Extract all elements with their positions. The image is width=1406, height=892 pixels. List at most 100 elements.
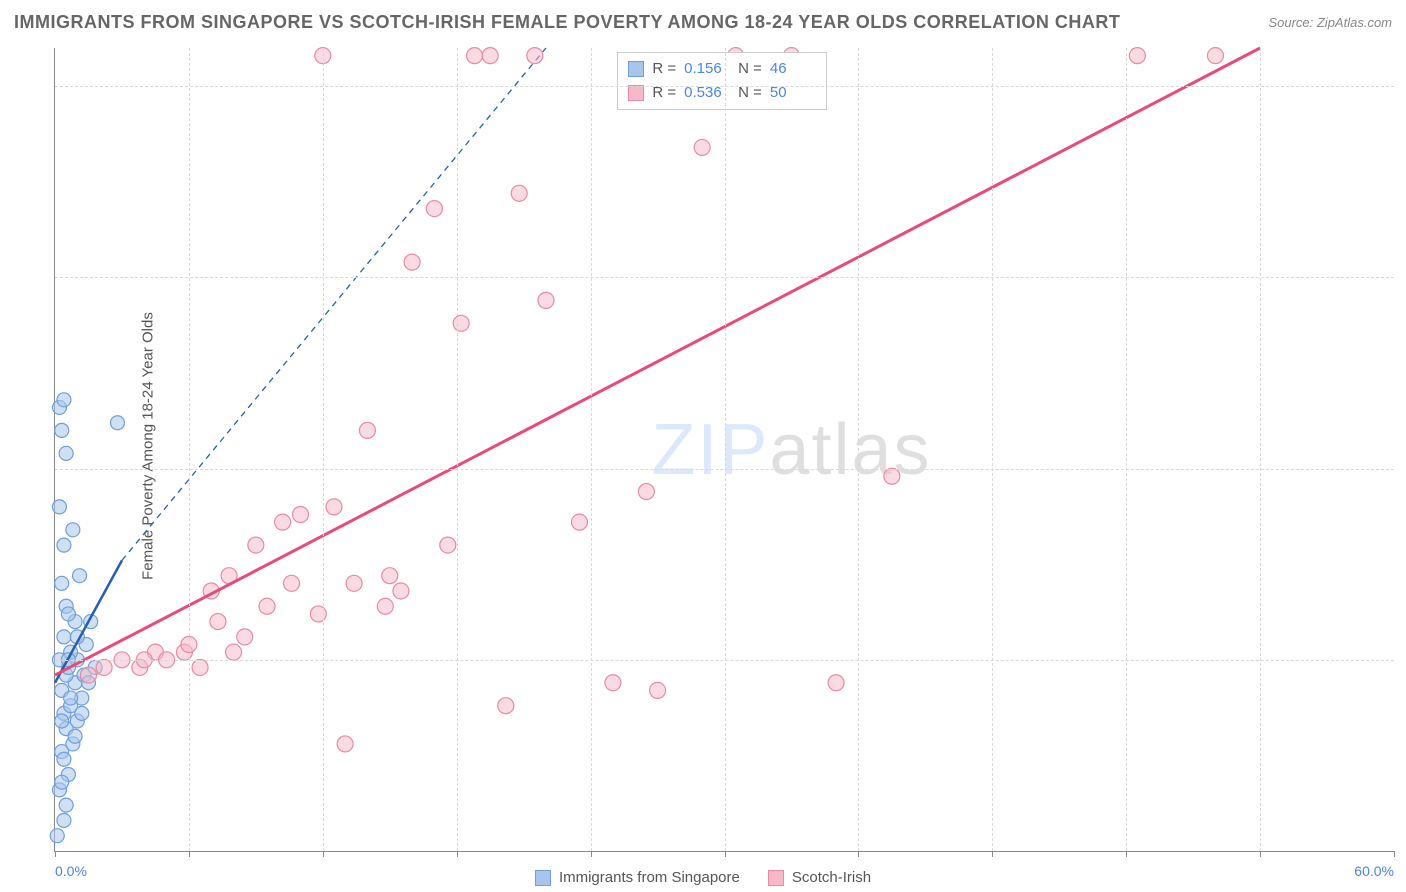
source-label: Source: ZipAtlas.com (1268, 15, 1392, 30)
scatter-point (57, 538, 71, 552)
scatter-point (440, 537, 456, 553)
n-value: 50 (770, 81, 816, 105)
x-tick (1394, 851, 1395, 857)
scatter-point (359, 422, 375, 438)
stats-legend: R = 0.156 N = 46 R = 0.536 N = 50 (617, 52, 827, 110)
scatter-point (326, 499, 342, 515)
scatter-point (638, 484, 654, 500)
scatter-point (50, 829, 64, 843)
gridline-v (457, 48, 458, 851)
scatter-point (68, 729, 82, 743)
scatter-point (453, 315, 469, 331)
scatter-point (57, 630, 71, 644)
scatter-point (884, 468, 900, 484)
scatter-point (404, 254, 420, 270)
legend-label: Scotch-Irish (792, 869, 871, 886)
x-tick (55, 851, 56, 857)
scatter-point (275, 514, 291, 530)
scatter-point (192, 659, 208, 675)
legend-label: Immigrants from Singapore (559, 869, 740, 886)
gridline-v (189, 48, 190, 851)
scatter-point (248, 537, 264, 553)
scatter-point (61, 607, 75, 621)
legend-swatch (628, 85, 644, 101)
scatter-point (226, 644, 242, 660)
r-label: R = (652, 57, 676, 81)
bottom-legend-item: Immigrants from Singapore (535, 869, 740, 886)
stats-legend-row: R = 0.156 N = 46 (628, 57, 816, 81)
scatter-point (75, 706, 89, 720)
chart-title: IMMIGRANTS FROM SINGAPORE VS SCOTCH-IRIS… (14, 12, 1120, 33)
x-tick (992, 851, 993, 857)
bottom-legend: Immigrants from Singapore Scotch-Irish (0, 869, 1406, 886)
scatter-point (377, 598, 393, 614)
scatter-point (55, 576, 69, 590)
n-label: N = (738, 57, 762, 81)
x-tick (858, 851, 859, 857)
r-value: 0.536 (684, 81, 730, 105)
gridline-v (858, 48, 859, 851)
x-tick (725, 851, 726, 857)
scatter-point (538, 292, 554, 308)
scatter-point (310, 606, 326, 622)
gridline-v (725, 48, 726, 851)
scatter-point (382, 568, 398, 584)
n-label: N = (738, 81, 762, 105)
scatter-point (210, 614, 226, 630)
x-tick (1260, 851, 1261, 857)
scatter-point (237, 629, 253, 645)
scatter-point (57, 752, 71, 766)
gridline-v (992, 48, 993, 851)
scatter-point (828, 675, 844, 691)
scatter-point (96, 659, 112, 675)
scatter-point (1129, 48, 1145, 64)
bottom-legend-item: Scotch-Irish (768, 869, 871, 886)
scatter-point (527, 48, 543, 64)
scatter-point (73, 569, 87, 583)
n-value: 46 (770, 57, 816, 81)
stats-legend-row: R = 0.536 N = 50 (628, 81, 816, 105)
scatter-point (467, 48, 483, 64)
scatter-point (1207, 48, 1223, 64)
x-tick (1126, 851, 1127, 857)
scatter-point (55, 714, 69, 728)
scatter-point (55, 423, 69, 437)
gridline-v (1126, 48, 1127, 851)
gridline-v (591, 48, 592, 851)
scatter-point (284, 575, 300, 591)
scatter-point (80, 667, 96, 683)
scatter-point (571, 514, 587, 530)
trend-line (55, 48, 1260, 675)
scatter-point (498, 698, 514, 714)
scatter-point (66, 523, 80, 537)
scatter-point (292, 507, 308, 523)
legend-swatch (535, 870, 551, 886)
gridline-v (323, 48, 324, 851)
scatter-point (650, 682, 666, 698)
legend-swatch (628, 61, 644, 77)
scatter-point (52, 500, 66, 514)
x-tick (591, 851, 592, 857)
scatter-point (426, 201, 442, 217)
scatter-point (259, 598, 275, 614)
x-tick (189, 851, 190, 857)
gridline-v (1260, 48, 1261, 851)
plot-area: ZIPatlas R =0.156N =46R =0.536N =50 25.0… (54, 48, 1394, 852)
scatter-point (694, 139, 710, 155)
scatter-point (511, 185, 527, 201)
scatter-point (64, 691, 78, 705)
scatter-point (57, 813, 71, 827)
scatter-point (55, 775, 69, 789)
r-value: 0.156 (684, 57, 730, 81)
r-label: R = (652, 81, 676, 105)
scatter-point (393, 583, 409, 599)
scatter-point (346, 575, 362, 591)
plot-container: ZIPatlas R =0.156N =46R =0.536N =50 25.0… (54, 48, 1394, 852)
x-tick (457, 851, 458, 857)
scatter-point (337, 736, 353, 752)
trend-line-ext (122, 48, 546, 560)
legend-swatch (768, 870, 784, 886)
scatter-point (59, 798, 73, 812)
x-tick (323, 851, 324, 857)
scatter-point (57, 393, 71, 407)
